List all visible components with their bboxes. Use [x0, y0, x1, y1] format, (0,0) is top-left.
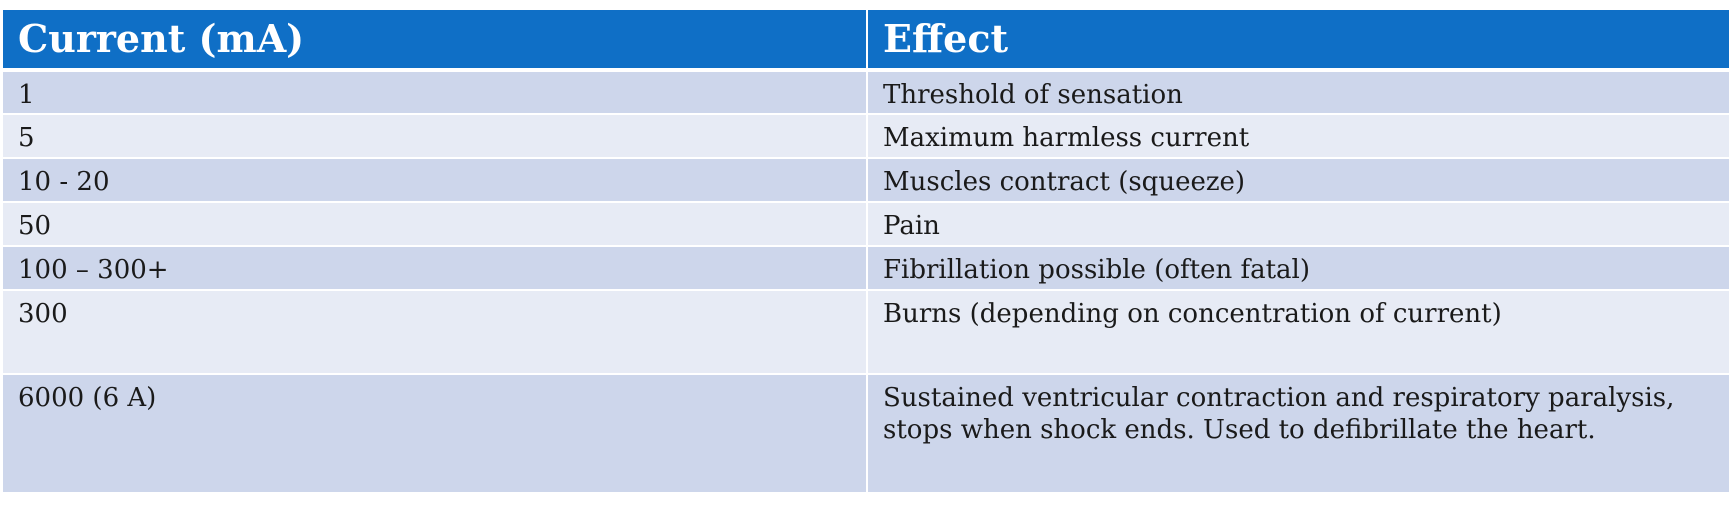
table-row: 300 Burns (depending on concentration of… — [3, 289, 1729, 374]
current-effects-table: Current (mA) Effect 1 Threshold of sensa… — [3, 10, 1729, 492]
table-row: 6000 (6 A) Sustained ventricular contrac… — [3, 373, 1729, 492]
effect-cell: Sustained ventricular contraction and re… — [867, 373, 1729, 492]
table-row: 5 Maximum harmless current — [3, 113, 1729, 158]
effect-text: Maximum harmless current — [883, 123, 1250, 153]
header-effect: Effect — [867, 10, 1729, 72]
effect-cell: Fibrillation possible (often fatal) — [867, 245, 1729, 290]
effect-cell: Pain — [867, 201, 1729, 246]
table-row: 1 Threshold of sensation — [3, 70, 1729, 114]
effect-text-line-1: Sustained ventricular contraction and re… — [883, 383, 1675, 413]
current-cell: 1 — [3, 70, 868, 114]
table-row: 50 Pain — [3, 201, 1729, 246]
current-cell: 6000 (6 A) — [3, 373, 868, 492]
effect-text-line-2: stops when shock ends. Used to defibrill… — [883, 415, 1596, 445]
header-current: Current (mA) — [3, 10, 868, 72]
effect-cell: Maximum harmless current — [867, 113, 1729, 158]
current-cell: 100 – 300+ — [3, 245, 868, 290]
effect-text: Fibrillation possible (often fatal) — [883, 255, 1311, 285]
current-cell: 10 - 20 — [3, 157, 868, 202]
effect-text: Muscles contract (squeeze) — [883, 167, 1246, 197]
table-row: 100 – 300+ Fibrillation possible (often … — [3, 245, 1729, 290]
effect-text: Burns (depending on concentration of cur… — [883, 299, 1502, 329]
effect-cell: Threshold of sensation — [867, 70, 1729, 114]
current-cell: 50 — [3, 201, 868, 246]
effect-text: Threshold of sensation — [883, 80, 1183, 110]
current-cell: 5 — [3, 113, 868, 158]
table-header-row: Current (mA) Effect — [3, 10, 1729, 72]
effect-text: Pain — [883, 211, 940, 241]
effect-cell: Muscles contract (squeeze) — [867, 157, 1729, 202]
effect-cell: Burns (depending on concentration of cur… — [867, 289, 1729, 374]
table-row: 10 - 20 Muscles contract (squeeze) — [3, 157, 1729, 202]
current-cell: 300 — [3, 289, 868, 374]
